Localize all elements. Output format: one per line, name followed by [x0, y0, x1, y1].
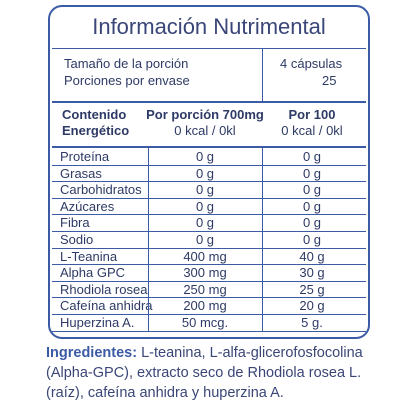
label-frame — [48, 5, 370, 339]
rule — [262, 48, 263, 101]
per-100: 5 g. — [301, 315, 323, 330]
header-col: Por 100 — [288, 107, 336, 122]
rule — [148, 148, 149, 331]
rule — [52, 280, 366, 282]
nutrient-name: Rhodiola rosea — [60, 281, 148, 297]
rule — [52, 314, 366, 315]
per-100: 0 g — [302, 182, 322, 198]
per-100: 0 g — [302, 149, 322, 164]
nutrient-name: Sodio — [60, 232, 94, 247]
per-100: 25 g — [299, 281, 325, 297]
energy-value: 0 kcal / 0kl — [281, 123, 343, 138]
per-serving: 0 g — [195, 215, 215, 231]
rule — [52, 214, 366, 216]
per-serving: 0 g — [195, 198, 215, 214]
header-label: Contenido — [62, 107, 127, 122]
rule — [52, 164, 366, 166]
rule — [52, 247, 366, 249]
nutrient-name: Huperzina A. — [60, 315, 135, 330]
nutrient-name: Azúcares — [60, 198, 115, 214]
per-serving: 300 mg — [183, 265, 227, 281]
per-100: 0 g — [302, 232, 322, 247]
nutrient-name: Proteína — [60, 149, 110, 164]
serving-size-label: Tamaño de la porción — [64, 56, 189, 71]
rule — [52, 48, 366, 49]
servings-value: 25 — [322, 73, 337, 88]
per-100: 20 g — [299, 298, 325, 314]
per-serving: 0 g — [195, 232, 215, 247]
rule — [52, 264, 366, 266]
nutrient-name: L-Teanina — [60, 248, 118, 264]
energy-value: 0 kcal / 0kl — [174, 123, 236, 138]
per-100: 0 g — [302, 198, 322, 214]
per-serving: 50 mcg. — [181, 315, 229, 330]
header-label: Energético — [62, 123, 130, 138]
rule — [52, 297, 366, 299]
rule — [52, 197, 366, 199]
nutrient-name: Grasas — [60, 165, 102, 181]
ingredients-text: L-teanina, L-alfa-glicerofosfocolina (Al… — [46, 345, 363, 401]
ingredients: Ingredientes: L-teanina, L-alfa-glicerof… — [46, 343, 391, 403]
servings-label: Porciones por envase — [64, 73, 190, 88]
per-serving: 0 g — [195, 149, 215, 164]
per-100: 30 g — [299, 265, 325, 281]
title: Información Nutrimental — [92, 14, 326, 39]
nutrient-name: Fibra — [60, 215, 90, 231]
nutrient-name: Cafeína anhidra — [60, 298, 153, 314]
per-serving: 400 mg — [183, 248, 227, 264]
per-100: 0 g — [302, 215, 322, 231]
rule — [52, 330, 366, 332]
rule — [52, 101, 366, 103]
rule — [52, 231, 366, 232]
rule — [52, 146, 366, 148]
nutrient-name: Alpha GPC — [60, 265, 126, 281]
nutrient-name: Carbohidratos — [60, 182, 142, 198]
per-serving: 0 g — [195, 182, 215, 198]
per-serving: 0 g — [195, 165, 215, 181]
per-100: 0 g — [302, 165, 322, 181]
header-col: Por porción 700mg — [146, 107, 264, 122]
rule — [262, 148, 263, 331]
per-serving: 250 mg — [183, 281, 227, 297]
rule — [52, 181, 366, 183]
ingredients-label: Ingredientes: — [46, 345, 138, 361]
serving-size-value: 4 cápsulas — [280, 56, 343, 71]
per-100: 40 g — [299, 248, 325, 264]
per-serving: 200 mg — [183, 298, 227, 314]
